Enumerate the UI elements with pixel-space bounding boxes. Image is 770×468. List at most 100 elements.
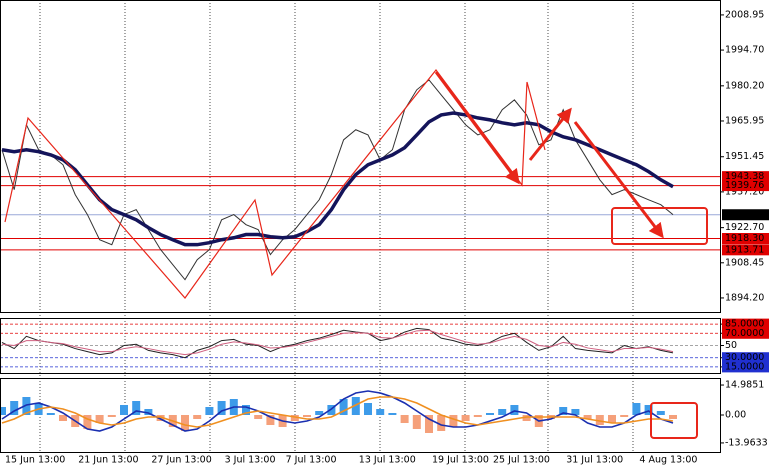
histogram-bar — [425, 415, 433, 433]
histogram-bar — [559, 407, 568, 415]
x-tick-label: 31 Jul 13:00 — [566, 455, 623, 466]
histogram-bar — [144, 409, 153, 415]
histogram-bar — [217, 401, 226, 415]
histogram-bar — [339, 399, 348, 415]
histogram-bar — [620, 415, 629, 417]
x-tick-label: 3 Jul 13:00 — [225, 455, 276, 466]
y-tick-label: 70.0000 — [725, 328, 764, 339]
histogram-bar — [412, 415, 421, 429]
histogram-bar — [595, 415, 604, 425]
histogram-bar — [376, 409, 385, 415]
label-box — [722, 352, 769, 364]
y-tick-label: -13.9633 — [725, 437, 768, 448]
level-label: 1913.71 — [725, 244, 764, 255]
y-tick-label: 1894.20 — [725, 292, 764, 303]
label-box — [722, 244, 769, 256]
x-tick-label: 4 Aug 13:00 — [639, 455, 697, 466]
histogram-bar — [351, 397, 360, 415]
y-tick-label: 15.0000 — [725, 361, 764, 372]
x-tick-label: 25 Jul 13:00 — [493, 455, 550, 466]
histogram-bar — [120, 405, 128, 415]
histogram-bar — [327, 405, 336, 415]
histogram-bar — [400, 415, 409, 423]
histogram-bar — [95, 415, 104, 423]
histogram-bar — [156, 415, 165, 421]
histogram-bar — [266, 415, 275, 425]
histogram-bar — [571, 409, 580, 415]
y-tick-label: 14.9851 — [725, 380, 764, 391]
y-tick-label: 1980.20 — [725, 80, 764, 91]
label-box — [722, 327, 769, 339]
annotations — [4, 69, 708, 439]
label-box — [722, 180, 769, 192]
histogram-bar — [181, 415, 189, 431]
histogram-bar — [510, 405, 519, 415]
histogram-bar — [315, 411, 324, 415]
y-tick-label: 50 — [725, 340, 737, 351]
histogram-bar — [498, 409, 507, 415]
histogram-bar — [364, 403, 372, 415]
series-line — [1, 111, 674, 247]
histogram-bar — [608, 415, 616, 423]
y-tick-label: 1922.70 — [725, 222, 764, 233]
x-tick-label: 13 Jul 13:00 — [359, 455, 416, 466]
histogram-bar — [107, 415, 116, 417]
x-tick-label: 27 Jun 13:00 — [151, 455, 211, 466]
histogram-bar — [632, 403, 641, 415]
histogram-bar — [449, 415, 458, 427]
panel-frames — [0, 0, 721, 453]
plot-layer: 2008.95 1994.70 1980.20 1965.95 1951.45 1937.… — [0, 9, 769, 466]
series-line — [1, 396, 674, 428]
series-line — [1, 329, 674, 356]
histogram-bar — [132, 401, 141, 415]
histogram-bar — [83, 415, 92, 429]
y-tick-label: 0.00 — [725, 410, 746, 421]
histogram-bar — [205, 407, 214, 415]
histogram-bar — [193, 415, 202, 419]
histogram-bar — [583, 415, 592, 419]
histogram-bar — [473, 415, 482, 417]
histogram-bar — [22, 397, 31, 415]
y-tick-label: 1965.95 — [725, 115, 764, 126]
y-tick-label: 2008.95 — [725, 9, 764, 20]
y-tick-label: 1937.20 — [725, 186, 764, 197]
level-label: 1943.38 — [725, 171, 764, 182]
x-tick-label: 21 Jun 13:00 — [78, 455, 138, 466]
label-box — [722, 209, 769, 221]
time-grid — [39, 0, 634, 452]
label-box — [722, 171, 769, 183]
histogram-bar — [59, 415, 67, 421]
histogram-bar — [290, 415, 299, 421]
histogram-bar — [242, 405, 250, 415]
histogram-bar — [461, 415, 470, 421]
histogram-bar — [669, 415, 677, 419]
label-box — [722, 318, 769, 330]
histogram-bar — [0, 407, 6, 415]
x-tick-label: 15 Jun 13:00 — [5, 455, 65, 466]
label-box — [722, 233, 769, 245]
x-tick-label: 7 Jul 13:00 — [286, 455, 337, 466]
level-label: 1939.76 — [725, 180, 764, 191]
y-tick-label: 1951.45 — [725, 151, 764, 162]
x-tick-label: 19 Jul 13:00 — [432, 455, 489, 466]
histogram-bar — [254, 415, 263, 419]
y-tick-label: 1994.70 — [725, 45, 764, 56]
y-tick-label: 85.0000 — [725, 319, 764, 330]
histogram-bar — [46, 413, 55, 415]
histogram-bar — [656, 411, 665, 415]
histogram-bar — [303, 415, 311, 417]
level-label: 1918.30 — [725, 233, 764, 244]
histogram-bar — [644, 405, 653, 415]
histogram-bar — [10, 401, 19, 415]
label-box — [722, 361, 769, 373]
y-tick-label: 30.0000 — [725, 352, 764, 363]
histogram-bar — [388, 413, 397, 415]
histogram-bar — [486, 413, 494, 415]
price-label: 1927.93 — [725, 209, 764, 220]
histogram-bar — [437, 415, 446, 431]
series-line — [1, 327, 674, 359]
histogram-bar — [522, 415, 531, 421]
y-tick-label: 1908.45 — [725, 257, 764, 268]
